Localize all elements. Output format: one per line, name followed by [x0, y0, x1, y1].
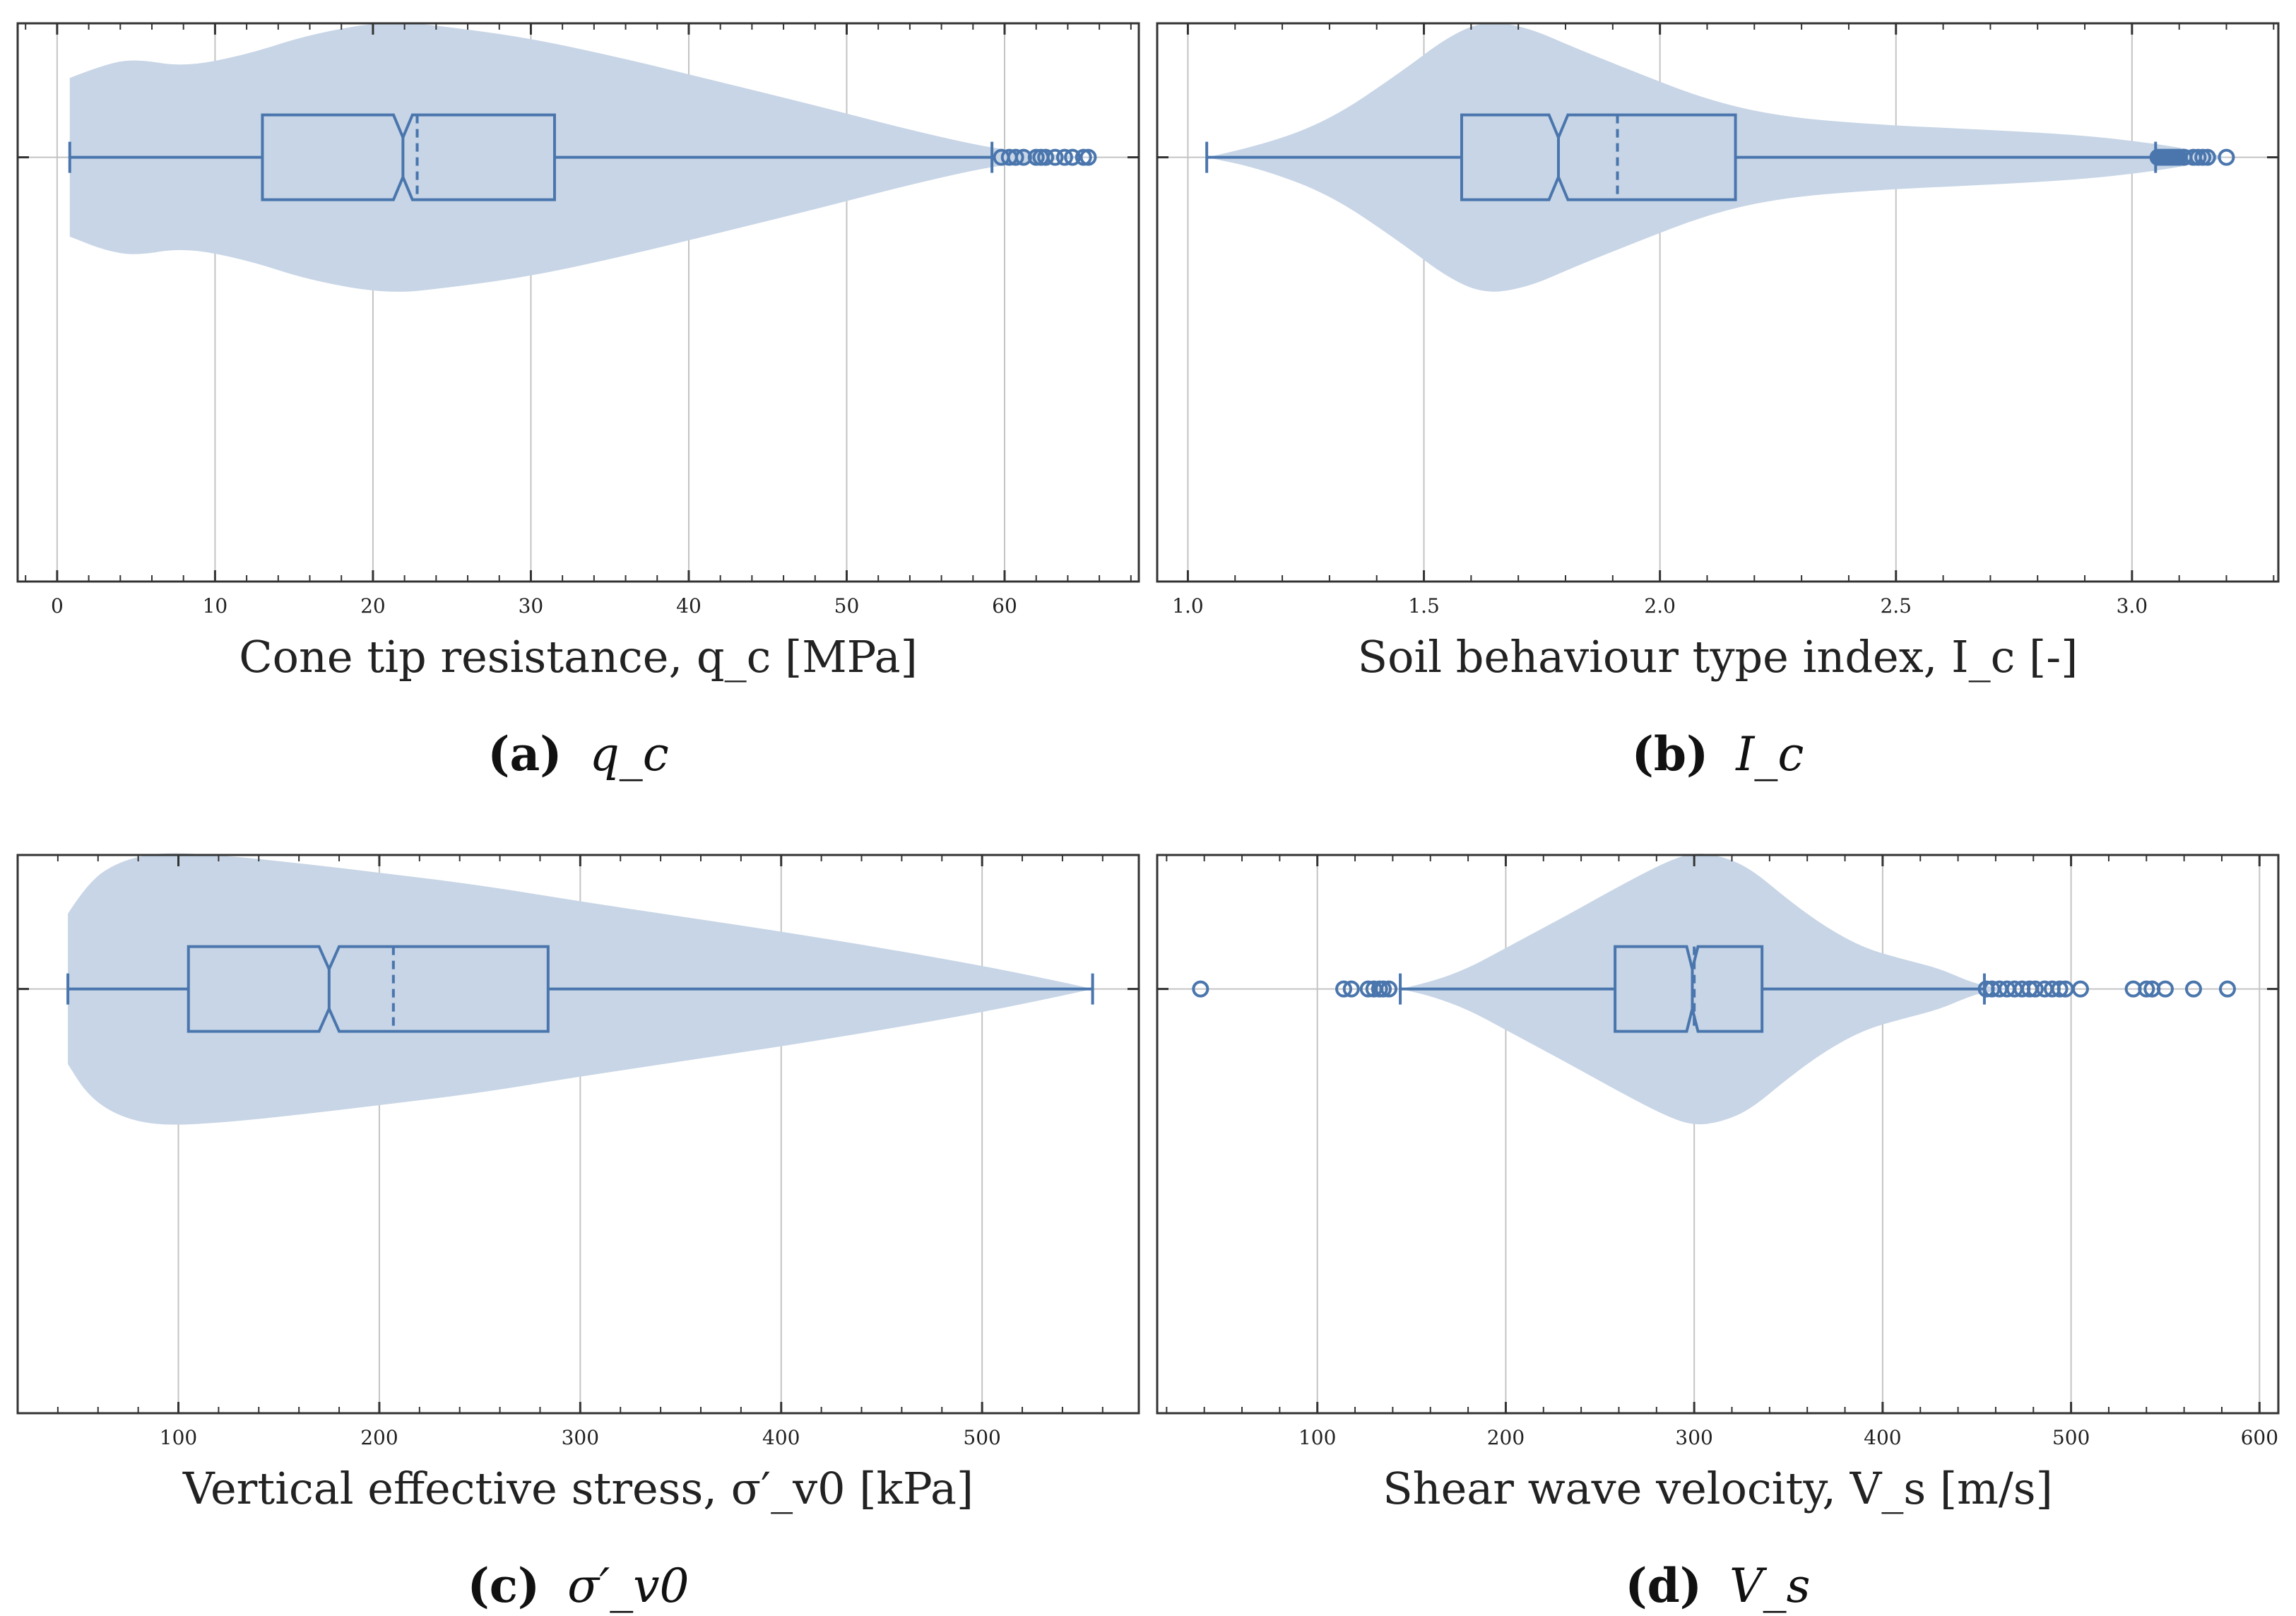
ticks-d: 100 200 300 400 500 600: [1157, 855, 2278, 1449]
outlier-point: [2184, 980, 2202, 998]
outlier-point: [1075, 148, 1092, 166]
panel-a: 0 10 20 30 40 50 60 Cone tip resistance, q_c […: [16, 22, 1140, 782]
xlabel-c: Vertical effective stress, σ′_v0 [kPa]: [182, 1463, 974, 1514]
caption-symbol-a: q_c: [590, 727, 669, 782]
caption-letter-c: (c): [468, 1558, 540, 1613]
outlier-point: [2051, 980, 2069, 998]
caption-symbol-b: I_c: [1735, 727, 1804, 782]
tick-label: 2.0: [1644, 594, 1676, 618]
tick-label: 400: [1864, 1426, 1901, 1449]
outlier-point: [1375, 980, 1392, 998]
tick-label: 30: [519, 594, 544, 618]
outlier-point: [2071, 980, 2089, 998]
plot-frame-d: [1156, 854, 2280, 1415]
panel-c: 100 200 300 400 500 Vertical effective stres…: [16, 853, 1140, 1613]
outlier-point: [2218, 148, 2235, 166]
tick-label: 40: [676, 594, 702, 618]
caption-letter-a: (a): [487, 726, 562, 782]
tick-label: 2.5: [1880, 594, 1912, 618]
outlier-point: [2218, 980, 2236, 998]
outlier-point: [1027, 148, 1045, 166]
boxplot-c: [66, 945, 1094, 1033]
tick-label: 300: [1675, 1426, 1712, 1449]
tick-label: 500: [2052, 1426, 2090, 1449]
ticks-c: 100 200 300 400 500: [17, 855, 1139, 1449]
xlabel-a: Cone tip resistance, q_c [MPa]: [239, 631, 918, 683]
tick-label: 10: [203, 594, 228, 618]
violin-b: [1207, 23, 2227, 292]
outlier-point: [2026, 980, 2044, 998]
tick-label: 100: [160, 1426, 197, 1449]
tick-label: 200: [1487, 1426, 1525, 1449]
outliers-d: [1192, 980, 2236, 998]
tick-label: 20: [360, 594, 386, 618]
boxplot-a: [68, 113, 994, 201]
plot-frame-c: [16, 854, 1140, 1415]
tick-label: 100: [1298, 1426, 1336, 1449]
tick-label: 300: [562, 1426, 599, 1449]
tick-label: 3.0: [2117, 594, 2148, 618]
plot-frame-b: [1156, 22, 2280, 583]
outlier-point: [1037, 148, 1055, 166]
outlier-point: [2138, 980, 2155, 998]
tick-label: 600: [2241, 1426, 2278, 1449]
outlier-point: [1079, 148, 1097, 166]
panel-b: 1.0 1.5 2.0 2.5 3.0 Soil behaviour type inde…: [1156, 22, 2280, 782]
caption-letter-b: (b): [1632, 726, 1709, 782]
iqr-box: [187, 945, 550, 1033]
caption-b: (b) I_c: [1632, 726, 1804, 782]
outlier-point: [1064, 148, 1082, 166]
violin-d: [1400, 854, 2015, 1125]
tick-label: 50: [834, 594, 860, 618]
iqr-box: [1460, 113, 1737, 201]
outlier-point: [1055, 148, 1073, 166]
panel-d: 100 200 300 400 500 600 Shear wave velocity, …: [1156, 854, 2280, 1613]
outlier-point: [1014, 148, 1032, 166]
outlier-point: [1335, 980, 1353, 998]
tick-label: 1.0: [1172, 594, 1204, 618]
tick-label: 500: [963, 1426, 1000, 1449]
caption-a: (a) q_c: [487, 726, 668, 782]
caption-letter-d: (d): [1625, 1558, 1702, 1613]
iqr-box: [1614, 945, 1764, 1033]
outlier-point: [2194, 148, 2212, 166]
caption-symbol-c: σ′_v0: [567, 1559, 689, 1613]
caption-c: (c) σ′_v0: [468, 1558, 690, 1613]
outlier-point: [1380, 980, 1398, 998]
ticks-a: 0 10 20 30 40 50 60: [18, 23, 1139, 618]
outliers-a: [993, 148, 1097, 166]
outlier-point: [1342, 980, 1360, 998]
outlier-point: [2156, 980, 2174, 998]
outliers-b: [2149, 148, 2235, 166]
xlabel-d: Shear wave velocity, V_s [m/s]: [1383, 1463, 2053, 1514]
caption-symbol-d: V_s: [1729, 1559, 1811, 1613]
tick-label: 60: [992, 594, 1017, 618]
tick-label: 0: [51, 594, 64, 618]
caption-d: (d) V_s: [1625, 1558, 1810, 1613]
tick-label: 200: [360, 1426, 398, 1449]
boxplot-b: [1205, 113, 2158, 201]
tick-label: 400: [762, 1426, 800, 1449]
outlier-point: [2189, 148, 2207, 166]
outlier-point: [1046, 148, 1064, 166]
iqr-box: [261, 113, 556, 201]
plot-frame-a: [16, 22, 1140, 583]
boxplot-d: [1399, 945, 1986, 1033]
outlier-point: [1007, 148, 1024, 166]
ticks-b: 1.0 1.5 2.0 2.5 3.0: [1157, 23, 2278, 618]
tick-label: 1.5: [1408, 594, 1440, 618]
xlabel-b: Soil behaviour type index, I_c [-]: [1358, 631, 2078, 683]
outlier-point: [1192, 980, 1209, 998]
outlier-point: [2199, 148, 2216, 166]
